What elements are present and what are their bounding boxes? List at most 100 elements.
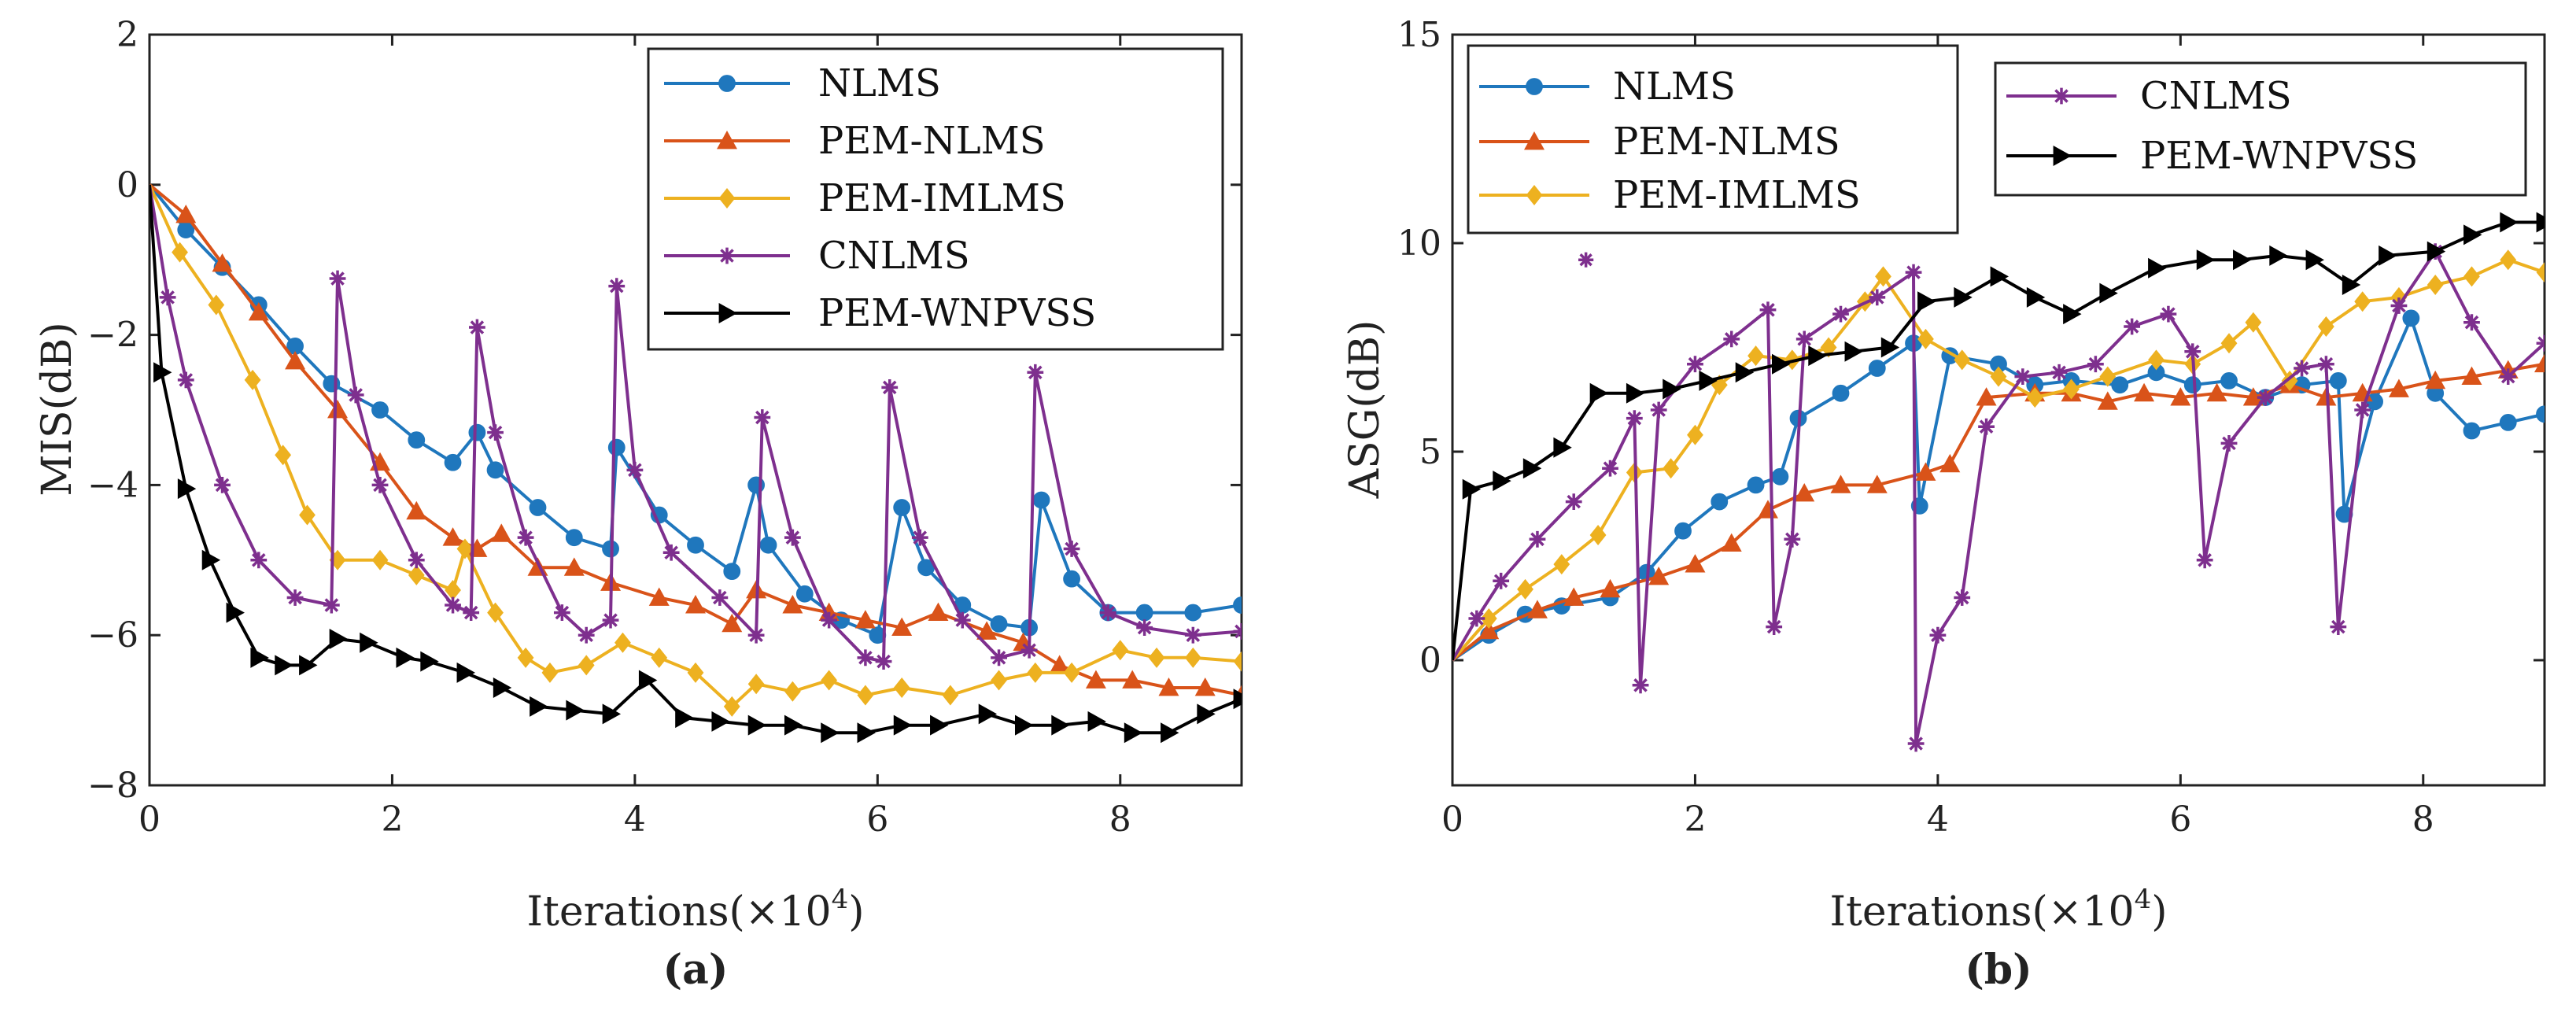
data-point-pem-wnpvss — [675, 707, 694, 729]
data-point-pem-wnpvss — [329, 628, 349, 649]
x-tick-label: 2 — [1684, 799, 1706, 840]
data-point-pem-nlms — [1158, 677, 1179, 696]
data-point-pem-imlms — [1553, 554, 1570, 575]
legend-label: PEM-NLMS — [818, 119, 1046, 163]
legend-marker — [717, 131, 737, 150]
data-point-pem-imlms — [172, 242, 188, 263]
data-point-nlms — [1832, 384, 1850, 402]
data-point-cnlms — [2160, 305, 2177, 323]
data-point-pem-wnpvss — [1880, 337, 1900, 358]
data-point-pem-nlms — [2388, 378, 2409, 397]
data-point-pem-imlms — [2427, 275, 2444, 295]
data-point-pem-wnpvss — [420, 651, 439, 672]
legend-marker — [718, 247, 736, 264]
data-point-cnlms — [1832, 305, 1849, 323]
data-point-pem-wnpvss — [2463, 224, 2482, 246]
series-pem-wnpvss — [149, 184, 1242, 744]
y-axis-b: 15 10 5 0 — [1397, 15, 2545, 681]
data-point-pem-wnpvss — [602, 703, 622, 725]
data-point-pem-wnpvss — [2026, 286, 2046, 308]
data-point-pem-imlms — [2463, 266, 2480, 287]
data-point-pem-imlms — [1517, 578, 1533, 600]
x-axis-a: 0 2 4 6 8 — [138, 35, 1131, 840]
data-point-cnlms — [2257, 389, 2274, 406]
data-point-pem-nlms — [1866, 474, 1888, 493]
data-point-cnlms — [1493, 572, 1510, 589]
y-tick-label: 2 — [116, 15, 138, 55]
data-point-pem-nlms — [1721, 533, 1742, 552]
data-point-nlms — [1747, 476, 1765, 494]
data-point-pem-wnpvss — [711, 711, 730, 732]
y-axis-label-a: MIS(dB) — [34, 322, 81, 496]
data-point-pem-wnpvss — [1087, 711, 1106, 732]
legend-label: PEM-IMLMS — [1613, 173, 1861, 217]
data-point-cnlms — [214, 477, 231, 493]
x-tick-label: 8 — [2412, 799, 2434, 840]
data-point-pem-wnpvss — [1462, 478, 1482, 500]
legend-label: PEM-IMLMS — [818, 176, 1066, 220]
legend-box-b1 — [1467, 44, 1959, 234]
data-point-nlms — [759, 536, 777, 554]
data-point-pem-nlms — [1794, 483, 1815, 502]
data-point-cnlms — [1795, 330, 1813, 348]
data-point-pem-wnpvss — [2342, 275, 2361, 295]
data-point-cnlms — [1687, 356, 1703, 373]
data-point-pem-wnpvss — [566, 700, 585, 721]
data-point-pem-nlms — [285, 350, 306, 370]
data-point-pem-imlms — [991, 670, 1007, 691]
data-point-cnlms — [2294, 360, 2310, 377]
data-point-nlms — [565, 529, 583, 547]
legend-item-nlms: NLMS — [664, 61, 941, 105]
data-point-cnlms — [1565, 493, 1582, 510]
y-tick-label: 10 — [1397, 223, 1441, 264]
data-point-nlms — [1032, 491, 1050, 509]
data-point-cnlms — [1650, 401, 1667, 419]
data-point-pem-wnpvss — [456, 662, 475, 683]
data-point-cnlms — [821, 611, 838, 629]
data-point-pem-wnpvss — [821, 722, 840, 744]
series-group-b — [1452, 212, 2545, 752]
data-point-cnlms — [602, 611, 619, 629]
data-point-pem-nlms — [722, 613, 743, 633]
data-point-cnlms — [323, 596, 340, 614]
data-point-cnlms — [2196, 552, 2213, 569]
data-point-pem-imlms — [541, 662, 559, 683]
data-point-cnlms — [2220, 435, 2238, 452]
data-point-pem-imlms — [408, 564, 425, 585]
legend-item-pem-wnpvss: PEM-WNPVSS — [664, 291, 1096, 335]
legend-marker — [718, 303, 737, 323]
data-point-pem-nlms — [491, 523, 512, 542]
legend-label: CNLMS — [2140, 74, 2292, 118]
data-point-pem-imlms — [2245, 312, 2262, 333]
data-point-pem-imlms — [2148, 349, 2165, 371]
data-point-cnlms — [1468, 610, 1485, 627]
data-point-cnlms — [911, 529, 928, 546]
data-point-cnlms — [954, 611, 971, 629]
data-point-cnlms — [1723, 330, 1740, 348]
data-point-pem-imlms — [2026, 387, 2043, 408]
data-point-pem-nlms — [976, 621, 998, 640]
x-axis-b: 0 2 4 6 8 — [1441, 35, 2434, 840]
data-point-pem-nlms — [1939, 453, 1961, 473]
legend-label: NLMS — [818, 61, 941, 105]
legend-marker — [1524, 131, 1544, 150]
y-tick-label: 0 — [116, 165, 138, 205]
data-point-pem-wnpvss — [638, 670, 658, 691]
data-point-pem-wnpvss — [250, 647, 269, 668]
data-point-pem-imlms — [821, 670, 838, 691]
data-point-pem-wnpvss — [1051, 714, 1070, 736]
y-tick-label: 0 — [1419, 641, 1441, 681]
data-point-nlms — [2536, 405, 2545, 423]
data-point-pem-wnpvss — [299, 655, 318, 676]
data-point-pem-imlms — [687, 662, 704, 683]
data-point-pem-nlms — [2242, 387, 2264, 406]
data-point-pem-nlms — [1915, 462, 1936, 481]
data-point-cnlms — [857, 649, 874, 666]
data-point-pem-imlms — [1184, 647, 1201, 668]
data-point-pem-nlms — [1685, 554, 1706, 573]
data-point-cnlms — [1869, 289, 1886, 306]
legend-b: NLMS PEM-NLMS PEM-IMLMS CNLMS PEM-WNPVSS — [1467, 44, 2527, 234]
data-point-cnlms — [881, 378, 899, 396]
y-tick-label: −2 — [87, 316, 138, 356]
